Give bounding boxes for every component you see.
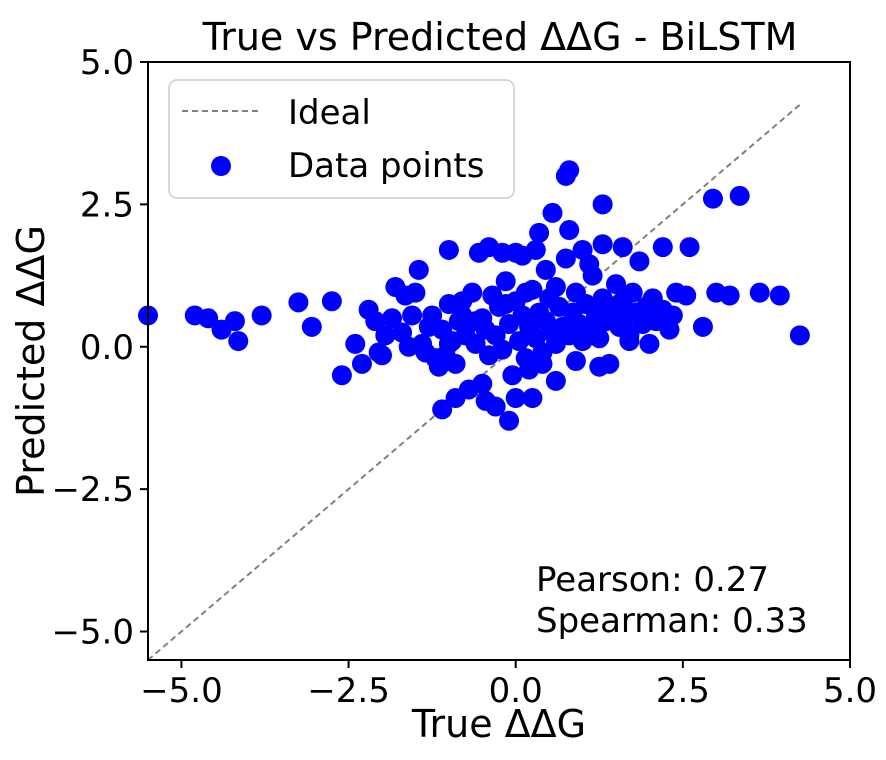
data-point (589, 328, 610, 349)
plot-area (138, 103, 810, 661)
data-point (402, 305, 423, 326)
y-tick-label: −2.5 (51, 470, 134, 510)
data-point (749, 282, 770, 303)
y-tick-label: −5.0 (51, 613, 134, 653)
x-tick-label: −2.5 (307, 671, 390, 711)
data-point (729, 185, 750, 206)
data-point (408, 259, 429, 280)
data-point (606, 274, 626, 295)
data-point (559, 220, 580, 241)
data-point (432, 399, 453, 420)
x-tick-label: 5.0 (823, 671, 877, 711)
data-point (592, 194, 613, 215)
data-point (565, 351, 586, 371)
data-point (438, 239, 459, 260)
legend-box (168, 79, 515, 199)
data-point (559, 160, 580, 181)
chart-title: True vs Predicted ΔΔG - BiLSTM (202, 15, 798, 59)
data-point (505, 388, 526, 409)
data-point (499, 410, 520, 431)
legend-data-points-label: Data points (288, 146, 484, 186)
data-point (251, 305, 272, 326)
data-point (422, 305, 443, 326)
data-point (535, 259, 556, 280)
data-point (515, 282, 536, 303)
data-point (609, 294, 630, 315)
x-axis: −5.0 −2.5 0.0 2.5 5.0 (140, 660, 877, 711)
data-point (702, 188, 723, 209)
data-point (545, 370, 566, 391)
data-point (495, 294, 516, 315)
data-point (438, 333, 459, 354)
data-point (769, 285, 790, 306)
data-point (224, 311, 245, 332)
data-point (579, 254, 600, 275)
y-tick-label: 5.0 (80, 43, 134, 83)
data-point (445, 388, 466, 409)
y-axis: −5.0 −2.5 0.0 2.5 5.0 (51, 43, 148, 653)
data-point (345, 333, 366, 354)
data-point (622, 282, 643, 303)
data-point (676, 285, 697, 306)
data-point (382, 308, 403, 329)
data-point (619, 331, 640, 352)
data-point (679, 237, 700, 258)
data-point (405, 282, 426, 303)
y-tick-label: 2.5 (80, 185, 134, 225)
plot-frame (147, 61, 851, 661)
data-point (589, 356, 610, 377)
data-point (351, 353, 372, 374)
data-point (502, 365, 523, 386)
data-point (331, 365, 352, 386)
y-tick-label: 0.0 (80, 328, 134, 368)
data-point (629, 251, 650, 272)
spearman-annotation: Spearman: 0.33 (536, 601, 808, 641)
data-point (375, 325, 396, 346)
data-point (545, 276, 566, 297)
data-point (445, 353, 466, 374)
data-point (485, 396, 506, 417)
y-axis-label: Predicted ΔΔG (9, 225, 53, 497)
data-point (465, 311, 486, 332)
data-point (321, 291, 342, 312)
data-point (639, 294, 660, 315)
pearson-annotation: Pearson: 0.27 (536, 560, 769, 600)
data-point (612, 237, 633, 258)
data-point (639, 333, 660, 354)
data-point (789, 325, 810, 346)
data-point (652, 237, 673, 258)
data-point (465, 333, 486, 354)
data-point (492, 339, 513, 360)
data-point (555, 248, 576, 269)
data-point (532, 353, 553, 374)
x-tick-label: 0.0 (489, 671, 543, 711)
data-point (529, 222, 550, 243)
ideal-line (147, 103, 801, 661)
data-point (719, 285, 740, 306)
legend: Ideal Data points (168, 79, 515, 199)
data-point (509, 331, 530, 352)
data-point (522, 388, 543, 409)
data-point (472, 373, 493, 394)
data-point (198, 308, 219, 329)
data-point (692, 316, 713, 337)
x-tick-label: 2.5 (656, 671, 710, 711)
data-point (301, 316, 322, 337)
x-tick-label: −5.0 (140, 671, 223, 711)
x-axis-label: True ΔΔG (411, 702, 586, 746)
data-point (228, 331, 249, 352)
data-point (495, 271, 516, 292)
data-point (592, 234, 613, 255)
data-point (288, 292, 309, 313)
data-point (462, 282, 483, 303)
data-point (365, 311, 386, 332)
legend-ideal-label: Ideal (288, 93, 371, 133)
data-point (525, 239, 546, 260)
legend-data-points-marker (211, 156, 231, 176)
data-point (662, 305, 683, 326)
data-point (542, 202, 563, 223)
data-point (372, 345, 392, 366)
